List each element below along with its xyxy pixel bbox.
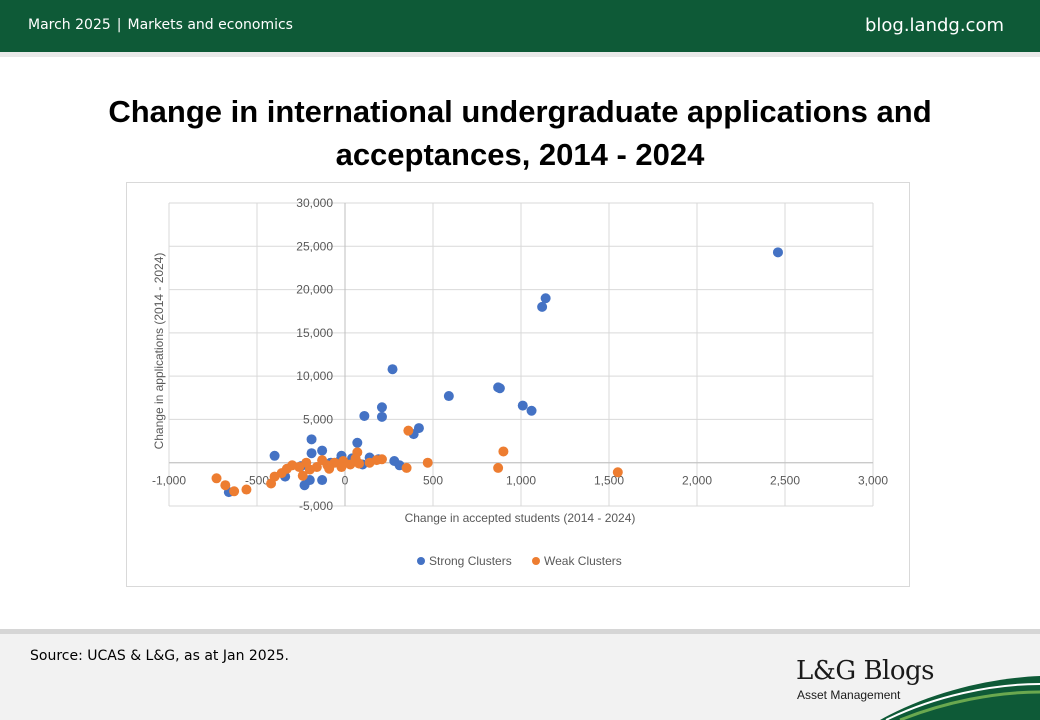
data-point-weak-clusters [403,425,414,436]
data-point-strong-clusters [387,364,398,375]
legend-label-weak: Weak Clusters [544,554,622,568]
x-tick-label: -1,000 [152,474,186,488]
data-point-strong-clusters [306,448,317,459]
data-point-weak-clusters [354,458,365,469]
y-tick-label: 25,000 [296,239,333,253]
header-bar: March 2025 | Markets and economics blog.la… [0,0,1040,52]
data-point-strong-clusters [493,382,504,393]
data-point-weak-clusters [401,462,412,473]
header-category[interactable]: Markets and economics [127,17,293,33]
footer-divider [0,629,1040,634]
data-point-strong-clusters [317,475,328,486]
data-point-weak-clusters [241,484,252,495]
data-point-strong-clusters [376,402,387,413]
header-meta: March 2025 | Markets and economics [28,17,293,33]
data-point-weak-clusters [266,478,277,489]
data-point-weak-clusters [297,470,308,481]
data-point-strong-clusters [540,293,551,304]
footer [0,634,1040,720]
chart-container: -1,000 -500 0 500 1,000 1,500 2,000 2,500 3,000 -… [126,182,910,587]
data-point-weak-clusters [317,455,328,466]
chart-title-line-2: acceptances, 2014 - 2024 [335,137,705,172]
y-tick-label: 20,000 [296,283,333,297]
x-tick-label: 1,500 [594,474,624,488]
data-point-strong-clusters [306,434,317,445]
data-point-weak-clusters [612,467,623,478]
brand-swoosh-icon [880,676,1040,720]
y-tick-label: -5,000 [299,499,333,513]
tick-labels: -1,000 -500 0 500 1,000 1,500 2,000 2,500 3,000 -… [152,196,888,513]
x-tick-label: 2,000 [682,474,712,488]
data-point-strong-clusters [526,405,537,416]
data-point-weak-clusters [324,463,335,474]
data-point-strong-clusters [772,247,783,258]
x-tick-label: -500 [245,474,269,488]
legend-label-strong: Strong Clusters [429,554,512,568]
data-point-weak-clusters [422,457,433,468]
y-tick-label: 30,000 [296,196,333,210]
legend-marker-strong [417,557,425,565]
x-axis-title: Change in accepted students (2014 - 2024… [405,511,636,525]
data-point-strong-clusters [359,410,370,421]
x-tick-label: 2,500 [770,474,800,488]
header-separator: | [116,17,122,33]
data-point-strong-clusters [352,437,363,448]
data-point-strong-clusters [317,445,328,456]
header-date: March 2025 [28,17,111,33]
data-point-weak-clusters [229,486,240,497]
scatter-chart: -1,000 -500 0 500 1,000 1,500 2,000 2,500 3,000 -… [152,196,888,568]
source-note: Source: UCAS & L&G, as at Jan 2025. [30,648,289,664]
header-shadow [0,52,1040,57]
data-point-weak-clusters [364,457,375,468]
y-tick-label: 5,000 [303,412,333,426]
data-point-strong-clusters [517,400,528,411]
x-tick-label: 0 [342,474,349,488]
data-point-strong-clusters [269,450,280,461]
data-point-strong-clusters [537,301,548,312]
y-tick-label: 10,000 [296,369,333,383]
data-points [211,247,783,498]
x-tick-label: 500 [423,474,443,488]
data-point-weak-clusters [211,473,222,484]
data-point-weak-clusters [498,446,509,457]
data-point-weak-clusters [493,462,504,473]
brand-logo-text: L&G Blogs [796,656,935,686]
data-point-weak-clusters [220,480,231,491]
data-point-strong-clusters [443,391,454,402]
legend-marker-weak [532,557,540,565]
y-axis-title: Change in applications (2014 - 2024) [152,253,166,450]
legend: Strong Clusters Weak Clusters [417,554,622,568]
y-tick-label: 15,000 [296,326,333,340]
brand-subtitle: Asset Management [797,688,901,702]
x-tick-label: 3,000 [858,474,888,488]
x-tick-label: 1,000 [506,474,536,488]
site-link[interactable]: blog.landg.com [864,15,1004,36]
data-point-weak-clusters [336,462,347,473]
chart-title: Change in international undergraduate ap… [60,90,980,176]
data-point-strong-clusters [376,411,387,422]
chart-title-line-1: Change in international undergraduate ap… [108,94,932,129]
